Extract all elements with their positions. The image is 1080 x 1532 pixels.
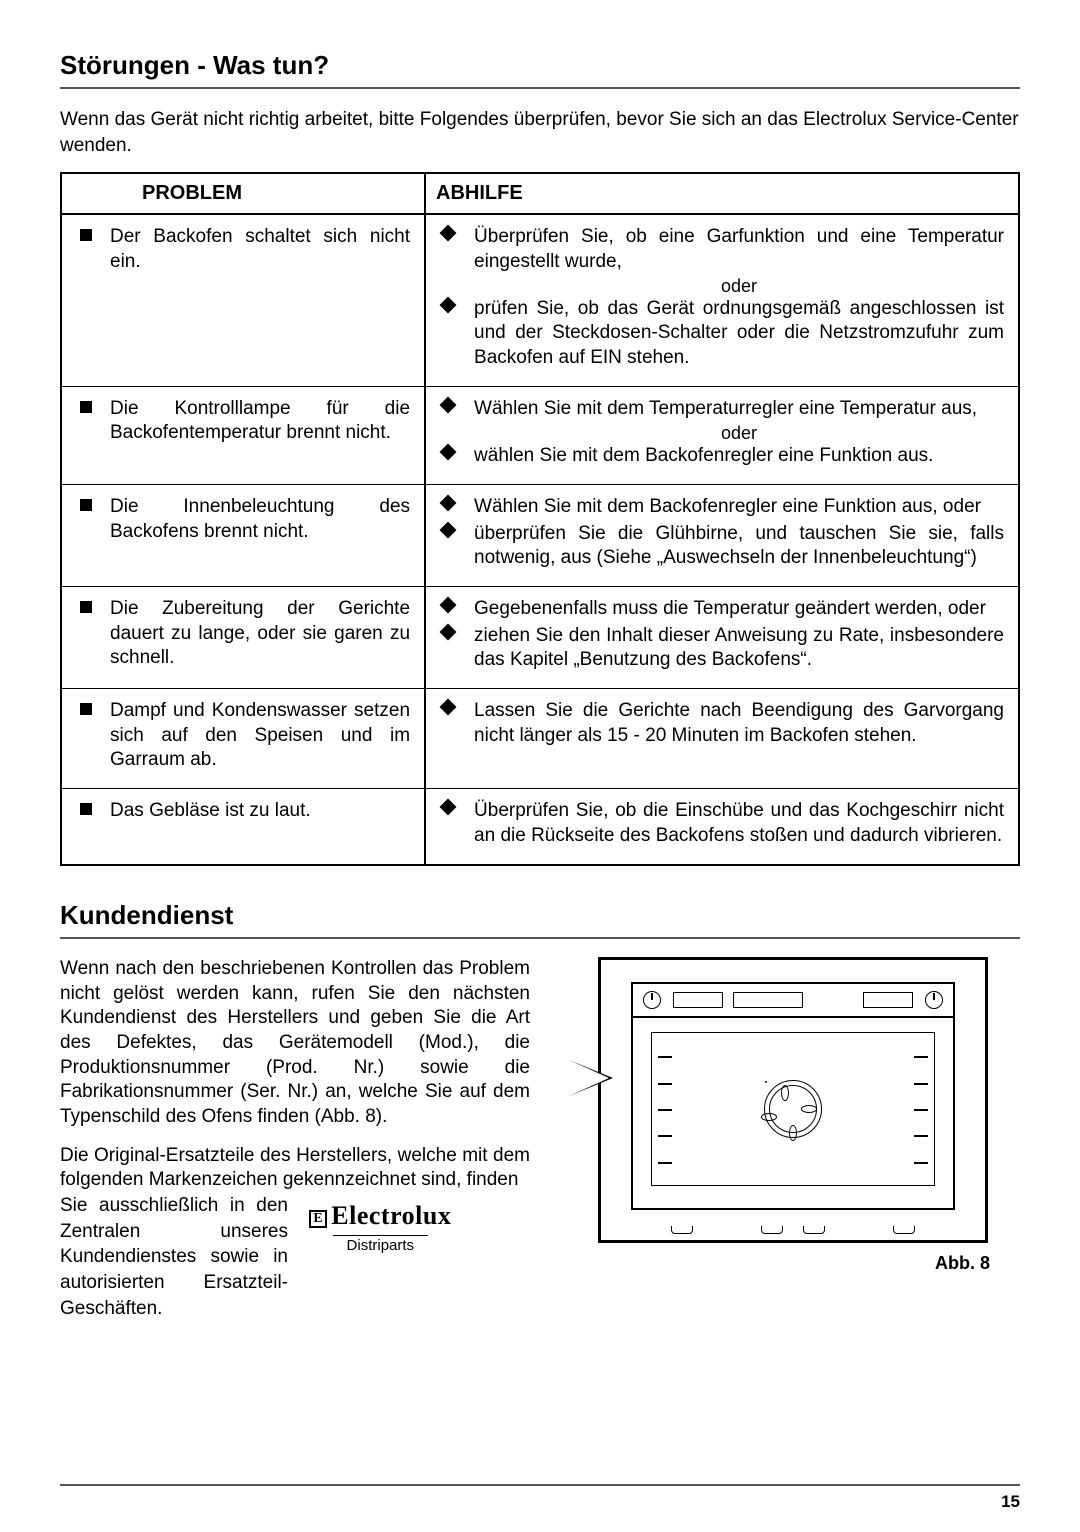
section-title-troubleshooting: Störungen - Was tun? <box>60 50 1020 81</box>
table-row: Dampf und Kondenswasser setzen sich auf … <box>61 689 1019 789</box>
remedy-item: Wählen Sie mit dem Backofenregler eine F… <box>440 495 1004 519</box>
table-row: Die Zubereitung der Gerichte dauert zu l… <box>61 587 1019 689</box>
service-para-1: Wenn nach den beschriebenen Kontrollen d… <box>60 957 530 1130</box>
remedy-item: Überprüfen Sie, ob die Einschübe und das… <box>440 799 1004 848</box>
table-row: Der Backofen schaltet sich nicht ein. Übe… <box>61 214 1019 386</box>
footer-rule <box>60 1484 1020 1486</box>
oven-diagram <box>598 957 988 1243</box>
problem-item: Der Backofen schaltet sich nicht ein. <box>76 225 410 274</box>
service-para-2b: Sie ausschließlich in den Zentralen unse… <box>60 1193 288 1321</box>
title-underline-2 <box>60 937 1020 939</box>
table-row: Die Kontrolllampe für die Backofentemper… <box>61 386 1019 485</box>
table-row: Die Innenbeleuchtung des Backofens brenn… <box>61 485 1019 587</box>
remedy-item: Wählen Sie mit dem Temperaturregler eine… <box>440 397 1004 421</box>
section-title-service: Kundendienst <box>60 900 1020 931</box>
figure-label: Abb. 8 <box>566 1253 1020 1274</box>
remedy-item: Überprüfen Sie, ob eine Garfunktion und … <box>440 225 1004 274</box>
service-para-2a: Die Original-Ersatzteile des Herstellers… <box>60 1144 530 1193</box>
th-problem: PROBLEM <box>61 173 425 214</box>
logo-subtext: Distriparts <box>333 1235 429 1256</box>
fan-icon <box>764 1080 822 1138</box>
problem-item: Dampf und Kondenswasser setzen sich auf … <box>76 699 410 772</box>
title-underline <box>60 87 1020 89</box>
remedy-item: wählen Sie mit dem Backofenregler eine F… <box>440 444 1004 468</box>
remedy-item: ziehen Sie den Inhalt dieser Anweisung z… <box>440 624 1004 673</box>
remedy-item: Lassen Sie die Gerichte nach Beendigung … <box>440 699 1004 748</box>
remedy-or: oder <box>440 423 1004 444</box>
intro-text: Wenn das Gerät nicht richtig arbeitet, b… <box>60 107 1020 158</box>
remedy-or: oder <box>440 276 1004 297</box>
logo-text: Electrolux <box>331 1201 451 1230</box>
remedy-item: prüfen Sie, ob das Gerät ordnungsgemäß a… <box>440 297 1004 370</box>
remedy-item: Gegebenenfalls muss die Temperatur geänd… <box>440 597 1004 621</box>
problem-item: Die Innenbeleuchtung des Backofens brenn… <box>76 495 410 544</box>
remedy-item: überprüfen Sie die Glühbirne, und tausch… <box>440 522 1004 571</box>
problem-item: Das Gebläse ist zu laut. <box>76 799 410 823</box>
th-remedy: ABHILFE <box>425 173 1019 214</box>
problem-item: Die Zubereitung der Gerichte dauert zu l… <box>76 597 410 670</box>
arrow-icon <box>569 1060 613 1096</box>
brand-logo: EElectrolux Distriparts <box>309 1199 451 1257</box>
troubleshooting-table: PROBLEM ABHILFE Der Backofen schaltet si… <box>60 172 1020 866</box>
problem-item: Die Kontrolllampe für die Backofentemper… <box>76 397 410 446</box>
page-number: 15 <box>1001 1492 1020 1512</box>
table-row: Das Gebläse ist zu laut. Überprüfen Sie, … <box>61 789 1019 865</box>
